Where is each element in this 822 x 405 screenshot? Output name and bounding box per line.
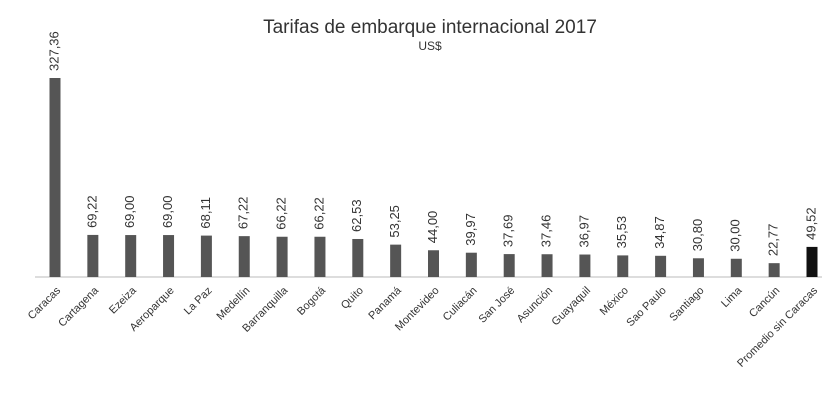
bar [541, 254, 553, 277]
x-tick-label: Sao Paulo [624, 285, 668, 329]
bar [806, 246, 818, 277]
value-label: 44,00 [425, 211, 440, 244]
value-label: 68,11 [198, 197, 213, 229]
x-tick-label: Panamá [366, 284, 404, 322]
value-label: 62,53 [349, 199, 364, 232]
bar [87, 234, 99, 277]
bar [352, 238, 364, 277]
value-label: 34,87 [652, 216, 667, 249]
bar [49, 78, 61, 277]
bar [125, 235, 137, 277]
value-label: 69,00 [122, 196, 137, 229]
x-tick-label: La Paz [182, 285, 215, 318]
bar [617, 255, 629, 277]
x-tick-label: Guayaquil [550, 285, 594, 329]
x-tick-label: Santiago [667, 285, 706, 324]
bar [314, 236, 326, 277]
bar [276, 236, 288, 277]
value-label: 36,97 [576, 215, 591, 248]
bar [465, 252, 477, 277]
bar [655, 255, 667, 277]
x-tick-label: Caracas [26, 284, 64, 322]
x-tick-label: Ezeiza [107, 284, 139, 316]
bar [238, 236, 250, 277]
value-label: 35,53 [614, 216, 629, 249]
value-label: 37,46 [538, 215, 553, 248]
value-label: 22,77 [766, 224, 781, 257]
bar [579, 254, 591, 277]
x-tick-label: San José [476, 285, 517, 326]
value-label: 39,97 [463, 213, 478, 246]
value-label: 66,22 [311, 197, 326, 230]
value-label: 69,22 [84, 195, 99, 228]
bar [390, 244, 402, 277]
bar [692, 258, 704, 277]
x-tick-label: Bogotá [295, 284, 329, 318]
x-tick-label: Cancún [747, 285, 782, 320]
value-label: 327,36 [46, 31, 61, 71]
chart-title: Tarifas de embarque internacional 2017 [263, 17, 597, 38]
value-label: 66,22 [274, 197, 289, 230]
value-label: 67,22 [236, 197, 251, 230]
value-label: 69,00 [160, 196, 175, 229]
bar [428, 250, 439, 277]
value-label: 30,80 [690, 219, 705, 252]
chart-subtitle: US$ [418, 39, 442, 53]
bar [503, 254, 515, 277]
x-tick-label: Cartagena [56, 284, 101, 329]
x-tick-label: Medellín [215, 285, 253, 323]
x-tick-label: Lima [719, 284, 745, 310]
x-tick-label: México [598, 285, 631, 318]
value-label: 37,69 [501, 215, 516, 248]
bar [730, 258, 742, 277]
x-tick-label: Culiacán [441, 285, 480, 324]
bar [163, 235, 175, 277]
bar [200, 235, 212, 277]
value-label: 53,25 [387, 205, 402, 238]
x-tick-label: Quito [339, 285, 366, 312]
value-label: 49,52 [803, 207, 818, 240]
bar [768, 263, 780, 277]
value-label: 30,00 [728, 219, 743, 252]
